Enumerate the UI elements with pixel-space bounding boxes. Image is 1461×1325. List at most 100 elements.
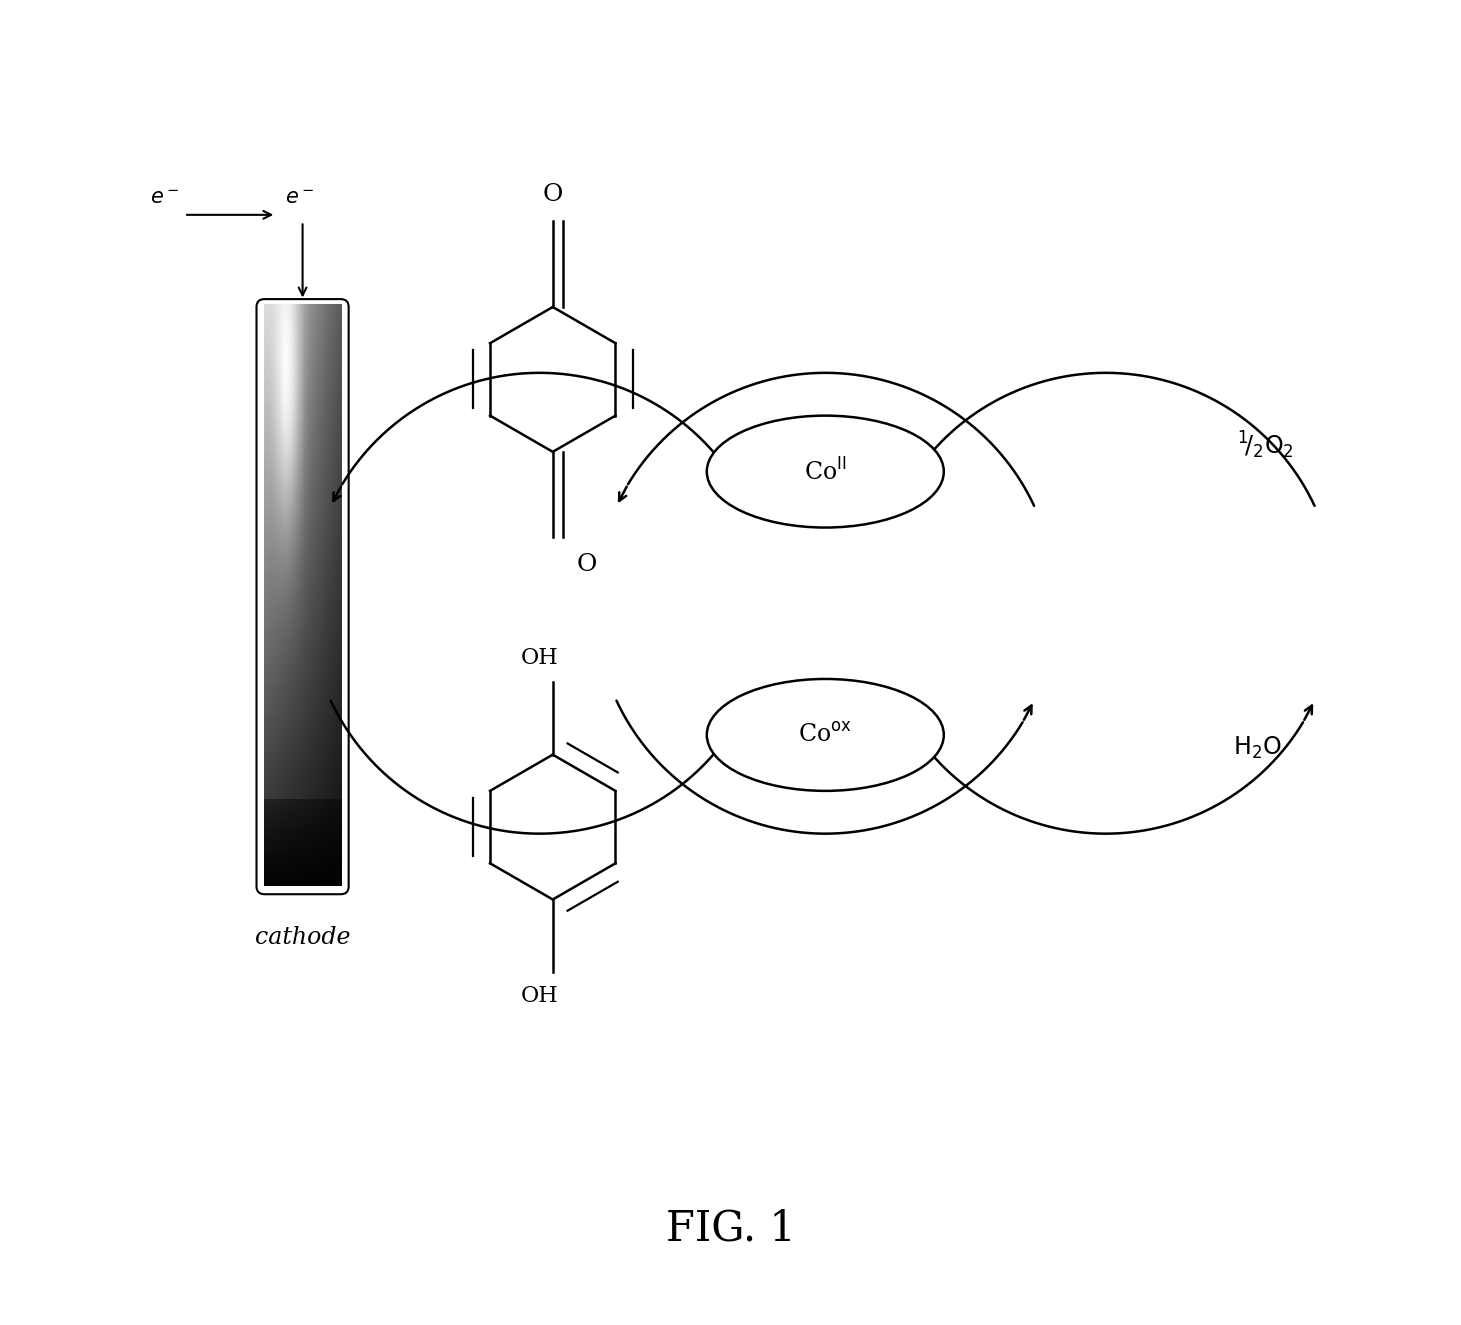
Bar	[278, 708, 281, 713]
Bar	[301, 762, 302, 767]
Bar	[288, 820, 291, 825]
Bar	[333, 496, 336, 501]
Bar	[310, 727, 313, 733]
Bar	[281, 835, 283, 840]
Bar	[321, 623, 323, 628]
Bar	[266, 676, 267, 681]
Bar	[279, 481, 281, 486]
Bar	[332, 837, 335, 843]
Bar	[318, 733, 320, 738]
Bar	[269, 617, 270, 623]
Bar	[279, 808, 282, 814]
Bar	[266, 476, 269, 481]
Bar	[269, 710, 270, 716]
Bar	[272, 496, 275, 501]
Bar	[311, 835, 314, 840]
Bar	[308, 313, 311, 318]
Bar	[302, 391, 305, 396]
Bar	[323, 718, 324, 725]
Bar	[340, 344, 342, 350]
Bar	[266, 408, 267, 415]
Bar	[294, 507, 295, 513]
Bar	[298, 429, 301, 435]
Bar	[310, 594, 313, 600]
Bar	[307, 869, 310, 874]
Bar	[291, 307, 292, 313]
Bar	[295, 669, 297, 674]
Bar	[276, 881, 279, 886]
Bar	[316, 518, 318, 525]
Bar	[297, 591, 298, 596]
Bar	[281, 310, 283, 315]
Bar	[295, 625, 297, 632]
Bar	[304, 594, 307, 600]
Bar	[310, 423, 313, 429]
Bar	[288, 835, 289, 840]
Bar	[294, 527, 297, 533]
Bar	[298, 522, 300, 527]
Bar	[266, 759, 267, 765]
Bar	[283, 325, 286, 330]
Bar	[272, 825, 275, 831]
Bar	[307, 676, 308, 681]
Bar	[301, 481, 302, 486]
Bar	[339, 493, 340, 498]
Bar	[313, 620, 316, 625]
Bar	[313, 351, 314, 356]
Bar	[285, 847, 286, 852]
Bar	[307, 525, 308, 530]
Bar	[318, 405, 320, 411]
Bar	[286, 545, 289, 550]
Bar	[279, 313, 281, 318]
Bar	[275, 718, 276, 725]
Bar	[292, 556, 294, 562]
Bar	[279, 757, 281, 762]
Bar	[269, 811, 270, 816]
Bar	[337, 818, 340, 823]
Bar	[316, 701, 317, 706]
Bar	[286, 791, 289, 796]
Bar	[282, 617, 285, 623]
Bar	[273, 689, 275, 696]
Bar	[264, 368, 267, 374]
Bar	[340, 481, 342, 486]
Bar	[323, 510, 324, 515]
Bar	[267, 412, 269, 417]
Bar	[304, 754, 307, 759]
Bar	[310, 832, 311, 837]
Bar	[329, 591, 332, 596]
Bar	[310, 600, 311, 606]
Bar	[285, 672, 286, 678]
Bar	[337, 745, 339, 750]
Bar	[302, 632, 305, 637]
Bar	[326, 537, 329, 542]
Bar	[332, 510, 335, 515]
Bar	[321, 713, 323, 718]
Bar	[340, 496, 342, 501]
Bar	[316, 676, 317, 681]
Bar	[269, 716, 272, 721]
Bar	[323, 310, 326, 315]
Bar	[304, 693, 307, 698]
Bar	[283, 791, 286, 796]
Bar	[275, 493, 278, 498]
Bar	[279, 449, 282, 454]
Bar	[301, 415, 302, 420]
Bar	[272, 771, 275, 776]
Bar	[311, 351, 314, 356]
Bar	[291, 620, 294, 625]
Bar	[281, 647, 283, 652]
Bar	[282, 696, 283, 701]
Bar	[314, 417, 317, 423]
Bar	[318, 806, 321, 811]
Bar	[311, 823, 314, 828]
Bar	[313, 464, 316, 469]
Bar	[337, 476, 339, 481]
Bar	[310, 757, 311, 762]
Bar	[269, 847, 272, 852]
Bar	[270, 606, 272, 611]
Bar	[318, 307, 321, 313]
Bar	[310, 716, 313, 721]
Bar	[314, 337, 317, 342]
Bar	[279, 405, 281, 411]
